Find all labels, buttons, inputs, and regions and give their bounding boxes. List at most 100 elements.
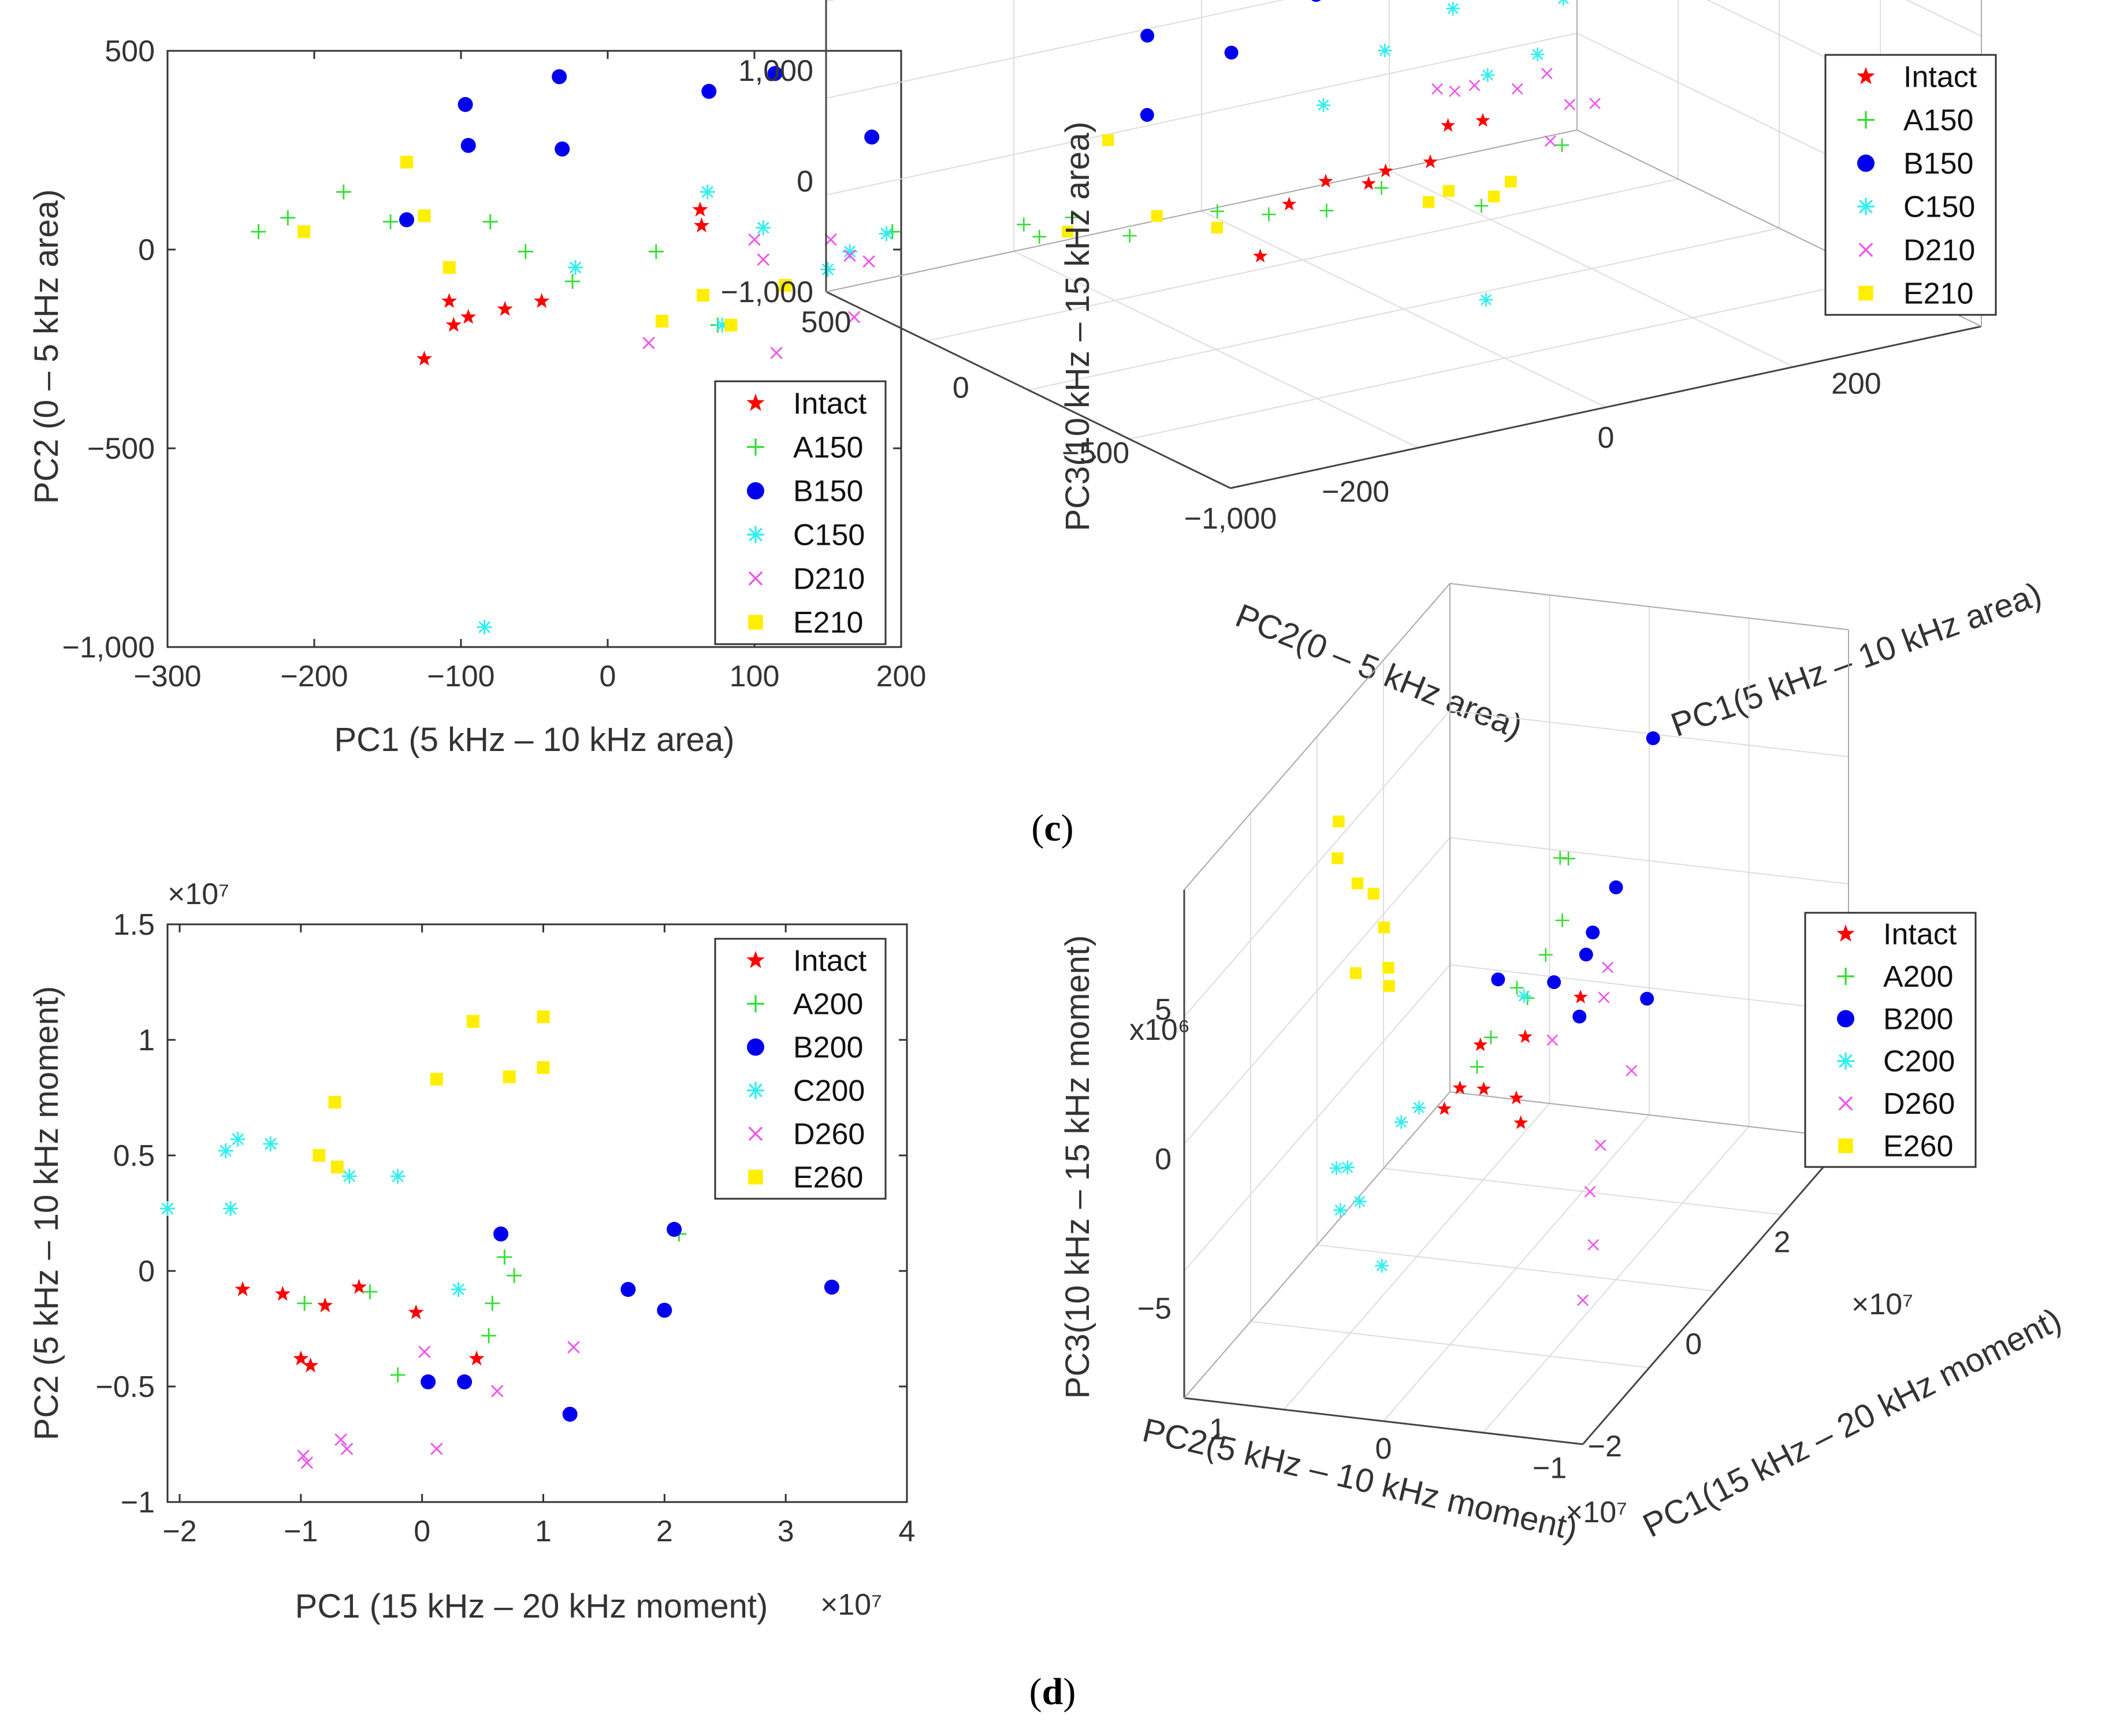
legend-label: E260 — [1883, 1129, 1953, 1163]
y-tick-label: 1 — [1209, 1413, 1226, 1447]
point-intact — [445, 317, 462, 332]
y-tick-label: −1 — [1533, 1451, 1567, 1485]
grid-line — [1201, 210, 1606, 408]
point-a150 — [1555, 138, 1569, 153]
point-intact — [460, 308, 477, 324]
legend-marker — [1858, 285, 1873, 301]
x-tick-label: −200 — [1322, 475, 1389, 508]
point-b150 — [458, 96, 473, 112]
point-d260 — [418, 1345, 431, 1358]
legend-label: D210 — [793, 562, 865, 596]
y-tick-label: −500 — [1062, 437, 1129, 470]
point-e260 — [1382, 961, 1394, 974]
x-tick-label: 2 — [656, 1515, 673, 1548]
grid-line — [1316, 1244, 1716, 1292]
point-c200 — [390, 1169, 406, 1184]
legend: Intact A150 B150 C150 D210 E210 — [714, 380, 887, 645]
point-intact — [1282, 196, 1297, 211]
point-c150 — [879, 226, 894, 241]
point-intact — [1573, 990, 1588, 1003]
legend-marker — [1857, 111, 1875, 129]
x-tick-label: 2 — [1774, 1226, 1791, 1259]
legend-marker — [1837, 1010, 1854, 1028]
legend-label: Intact — [1903, 61, 1977, 94]
legend-label: B150 — [1903, 147, 1973, 181]
point-d260 — [340, 1443, 354, 1455]
legend-marker — [1838, 1138, 1853, 1154]
point-d210 — [1544, 135, 1556, 147]
point-a200 — [481, 1328, 497, 1343]
point-d260 — [300, 1456, 314, 1469]
panel-d-caption: (d) — [1029, 1671, 1076, 1713]
point-intact — [497, 300, 513, 316]
point-b150 — [555, 141, 570, 157]
legend-marker — [748, 571, 763, 586]
point-intact — [303, 1357, 319, 1373]
point-c150 — [1446, 1, 1460, 16]
box-edge — [825, 129, 1578, 292]
legend-label: A150 — [1903, 104, 1973, 137]
y-tick-label: 500 — [105, 35, 155, 68]
legend-marker — [747, 995, 764, 1013]
point-d210 — [748, 233, 761, 246]
y-tick-label: 0.5 — [113, 1139, 155, 1173]
point-d210 — [642, 336, 655, 350]
point-c150 — [756, 220, 771, 236]
x-tick-label: 0 — [414, 1515, 430, 1548]
point-e260 — [1378, 921, 1390, 934]
point-c150 — [1316, 98, 1330, 113]
grid-line — [927, 179, 1679, 341]
point-c200 — [1517, 989, 1531, 1003]
point-c200 — [230, 1132, 246, 1147]
x-axis-label: PC1 (5 kHz – 10 kHz area) — [334, 721, 734, 759]
point-intact — [1253, 248, 1268, 263]
legend-label: E260 — [793, 1161, 863, 1195]
point-intact — [1473, 1037, 1488, 1051]
point-e210 — [297, 225, 311, 239]
point-intact — [468, 1350, 485, 1366]
point-e260 — [1349, 967, 1362, 979]
point-a150 — [565, 274, 581, 289]
point-e260 — [328, 1095, 341, 1109]
point-b200 — [1609, 880, 1623, 894]
point-e210 — [1102, 134, 1114, 146]
legend-marker — [748, 615, 763, 630]
point-d260 — [430, 1443, 443, 1455]
z-tick-label: 5 — [1155, 993, 1171, 1027]
x-tick-label: −1 — [284, 1515, 318, 1548]
point-d210 — [824, 233, 837, 246]
point-d260 — [567, 1341, 580, 1354]
point-e260 — [1367, 887, 1379, 900]
point-c150 — [1479, 292, 1493, 307]
point-d260 — [1587, 1239, 1600, 1251]
y-tick-label: 1.5 — [113, 908, 155, 942]
box-edge — [1449, 583, 1849, 630]
point-intact — [1441, 118, 1456, 132]
point-e260 — [1332, 852, 1344, 864]
grid-line — [1383, 1168, 1783, 1215]
point-e210 — [779, 278, 792, 292]
point-c150 — [568, 259, 583, 275]
legend: Intact A200 B200 C200 D260 E260 — [1804, 912, 1977, 1168]
point-d260 — [490, 1385, 504, 1397]
point-a150 — [1017, 217, 1031, 232]
point-e210 — [1422, 196, 1435, 208]
point-a200 — [390, 1367, 406, 1382]
point-d260 — [297, 1449, 310, 1462]
x-exponent: ×10⁷ — [820, 1588, 882, 1622]
point-c200 — [1340, 1160, 1355, 1174]
z-exponent: x10⁶ — [1129, 1013, 1190, 1047]
point-intact — [1513, 1115, 1528, 1129]
x-axis-label: PC1 (15 kHz – 20 kHz moment) — [295, 1588, 768, 1625]
legend-marker — [747, 1038, 764, 1056]
point-e210 — [1505, 176, 1517, 188]
point-b200 — [1491, 972, 1505, 987]
point-d210 — [1511, 83, 1523, 95]
point-a150 — [1210, 204, 1225, 218]
z-axis-label: PC3(10 kHz – 15 kHz moment) — [1059, 935, 1096, 1399]
point-c150 — [1557, 0, 1569, 6]
point-b150 — [864, 129, 880, 145]
panel-c-2d-scatter: −300 −200 −100 0 100 200 500 0 −500 −1,000 PC1 (5… — [28, 35, 926, 759]
x-tick-label: 3 — [778, 1515, 794, 1548]
